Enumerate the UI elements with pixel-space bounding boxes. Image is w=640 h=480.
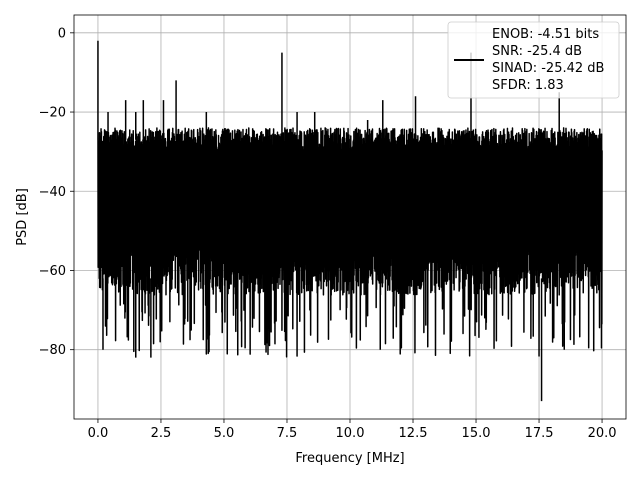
x-tick-label: 7.5 — [277, 426, 298, 441]
y-tick-label: −60 — [39, 264, 66, 279]
y-tick-label: 0 — [58, 26, 66, 41]
x-axis-label: Frequency [MHz] — [295, 451, 404, 466]
legend-text-sinad: SINAD: -25.42 dB — [492, 61, 604, 76]
legend-text-snr: SNR: -25.4 dB — [492, 44, 582, 59]
x-tick-label: 20.0 — [588, 426, 617, 441]
x-tick-label: 12.5 — [399, 426, 428, 441]
y-tick-label: −40 — [39, 185, 66, 200]
x-tick-label: 15.0 — [462, 426, 491, 441]
x-tick-label: 5.0 — [214, 426, 235, 441]
y-tick-label: −20 — [39, 106, 66, 121]
y-axis-label: PSD [dB] — [15, 188, 30, 246]
legend-box — [447, 21, 620, 99]
x-tick-label: 17.5 — [525, 426, 554, 441]
x-tick-label: 0.0 — [88, 426, 109, 441]
legend-text-enob: ENOB: -4.51 bits — [492, 27, 599, 42]
y-axis-ticks: 0 −20 −40 −60 −80 — [39, 26, 74, 358]
y-tick-label: −80 — [39, 343, 66, 358]
legend-text-sfdr: SFDR: 1.83 — [492, 78, 564, 93]
x-tick-label: 10.0 — [336, 426, 365, 441]
legend: ENOB: -4.51 bits SNR: -25.4 dB SINAD: -2… — [447, 21, 620, 99]
x-tick-label: 2.5 — [151, 426, 172, 441]
x-axis-ticks: 0.0 2.5 5.0 7.5 10.0 12.5 15.0 17.5 20.0 — [88, 419, 617, 441]
